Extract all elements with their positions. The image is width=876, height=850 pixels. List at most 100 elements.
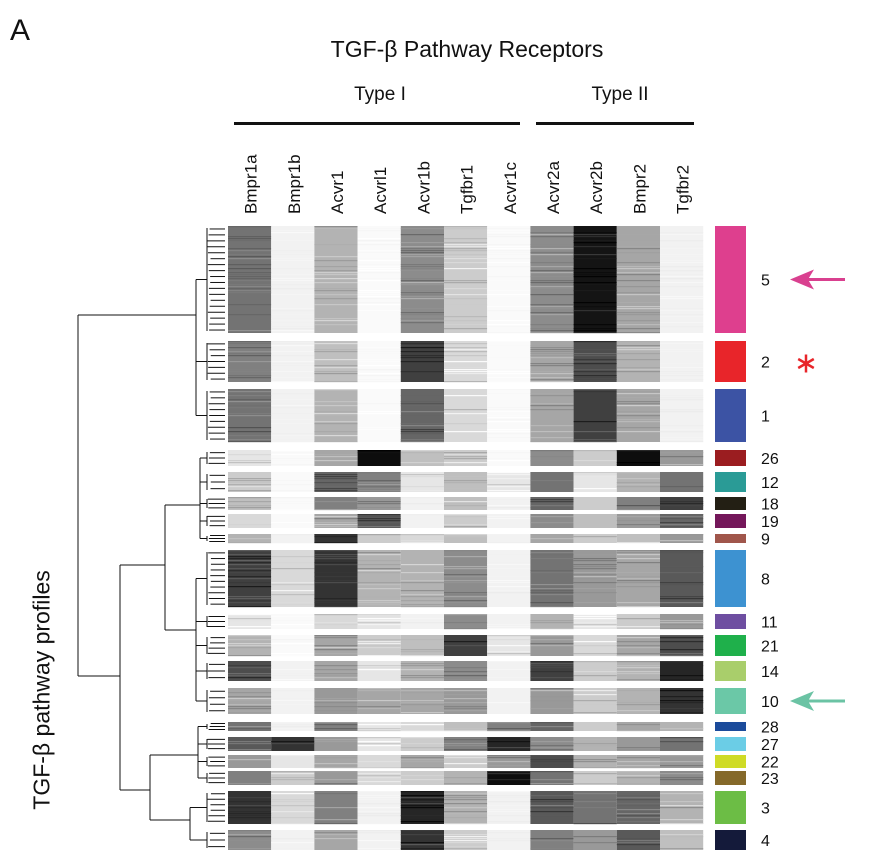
heatmap-cell-1-3 — [357, 389, 401, 442]
heatmap-row-stripe — [357, 773, 401, 775]
heatmap-row-stripe — [271, 679, 315, 681]
heatmap-row-stripe — [314, 598, 358, 600]
heatmap-row-stripe — [314, 710, 358, 712]
heatmap-row-stripe — [616, 413, 660, 415]
heatmap-row-stripe — [487, 728, 531, 730]
heatmap-row-stripe — [660, 690, 704, 692]
heatmap-row-stripe — [660, 391, 704, 393]
heatmap-row-stripe — [357, 799, 401, 801]
heatmap-row-stripe — [314, 807, 358, 809]
heatmap-cell-9-6 — [487, 534, 531, 543]
heatmap-row-stripe — [530, 645, 574, 647]
heatmap-row-stripe — [444, 280, 488, 282]
heatmap-row-stripe — [616, 359, 660, 361]
heatmap-cell-3-6 — [487, 791, 531, 824]
heatmap-cell-23-2 — [314, 771, 358, 785]
heatmap-row-stripe — [573, 355, 617, 357]
heatmap-row-stripe — [616, 558, 660, 560]
heatmap-row-stripe — [400, 730, 444, 732]
heatmap-row-stripe — [444, 478, 488, 480]
heatmap-row-stripe — [487, 486, 531, 488]
heatmap-row-stripe — [660, 452, 704, 454]
heatmap-row-stripe — [357, 244, 401, 246]
heatmap-row-stripe — [660, 524, 704, 526]
heatmap-row-stripe — [616, 655, 660, 657]
group-bar-type-2 — [536, 122, 694, 125]
heatmap-row-stripe — [487, 564, 531, 566]
heatmap-row-stripe — [357, 700, 401, 702]
heatmap-row-stripe — [314, 490, 358, 492]
heatmap-row-stripe — [487, 326, 531, 328]
heatmap-row-stripe — [616, 341, 660, 343]
heatmap-row-stripe — [573, 700, 617, 702]
heatmap-row-stripe — [357, 365, 401, 367]
heatmap-row-stripe — [400, 803, 444, 805]
heatmap-row-stripe — [487, 576, 531, 578]
heatmap-row-stripe — [314, 343, 358, 345]
heatmap-row-stripe — [660, 431, 704, 433]
heatmap-row-stripe — [573, 330, 617, 332]
heatmap-row-stripe — [660, 399, 704, 401]
heatmap-row-stripe — [271, 602, 315, 604]
heatmap-row-stripe — [530, 538, 574, 540]
heatmap-row-stripe — [530, 665, 574, 667]
heatmap-row-stripe — [357, 403, 401, 405]
heatmap-row-stripe — [314, 698, 358, 700]
heatmap-row-stripe — [271, 371, 315, 373]
heatmap-row-stripe — [228, 667, 272, 669]
heatmap-row-stripe — [487, 624, 531, 626]
heatmap-row-stripe — [616, 322, 660, 324]
heatmap-row-stripe — [400, 779, 444, 781]
heatmap-row-stripe — [357, 823, 401, 825]
heatmap-row-stripe — [357, 260, 401, 262]
heatmap-row-stripe — [530, 838, 574, 840]
heatmap-row-stripe — [228, 817, 272, 819]
heatmap-row-stripe — [444, 574, 488, 576]
heatmap-row-stripe — [357, 582, 401, 584]
heatmap-row-stripe — [271, 341, 315, 343]
heatmap-row-stripe — [400, 371, 444, 373]
heatmap-row-stripe — [616, 401, 660, 403]
heatmap-cell-18-9 — [616, 497, 660, 510]
heatmap-row-stripe — [228, 460, 272, 462]
heatmap-row-stripe — [314, 282, 358, 284]
heatmap-row-stripe — [271, 507, 315, 509]
heatmap-row-stripe — [228, 819, 272, 821]
cluster-color-block-8 — [715, 550, 746, 607]
heatmap-row-stripe — [660, 773, 704, 775]
heatmap-row-stripe — [228, 626, 272, 628]
heatmap-row-stripe — [444, 373, 488, 375]
heatmap-row-stripe — [271, 288, 315, 290]
heatmap-row-stripe — [228, 435, 272, 437]
heatmap-row-stripe — [357, 347, 401, 349]
heatmap-row-stripe — [314, 288, 358, 290]
heatmap-row-stripe — [271, 318, 315, 320]
heatmap-row-stripe — [530, 726, 574, 728]
heatmap-row-stripe — [357, 690, 401, 692]
heatmap-row-stripe — [228, 490, 272, 492]
heatmap-row-stripe — [271, 653, 315, 655]
heatmap-row-stripe — [271, 779, 315, 781]
heatmap-row-stripe — [487, 296, 531, 298]
heatmap-row-stripe — [660, 395, 704, 397]
heatmap-row-stripe — [444, 456, 488, 458]
heatmap-row-stripe — [357, 809, 401, 811]
heatmap-row-stripe — [228, 268, 272, 270]
heatmap-row-stripe — [357, 848, 401, 850]
heatmap-row-stripe — [271, 260, 315, 262]
heatmap-cell-26-3 — [357, 450, 401, 466]
heatmap-row-stripe — [271, 741, 315, 743]
heatmap-row-stripe — [487, 421, 531, 423]
heatmap-row-stripe — [487, 452, 531, 454]
heatmap-row-stripe — [487, 568, 531, 570]
heatmap-row-stripe — [314, 371, 358, 373]
heatmap-cell-12-10 — [660, 472, 704, 492]
heatmap-row-stripe — [660, 620, 704, 622]
heatmap-row-stripe — [444, 698, 488, 700]
heatmap-row-stripe — [573, 669, 617, 671]
heatmap-row-stripe — [616, 431, 660, 433]
heatmap-row-stripe — [400, 270, 444, 272]
heatmap-row-stripe — [400, 702, 444, 704]
heatmap-row-stripe — [400, 757, 444, 759]
heatmap-row-stripe — [271, 501, 315, 503]
